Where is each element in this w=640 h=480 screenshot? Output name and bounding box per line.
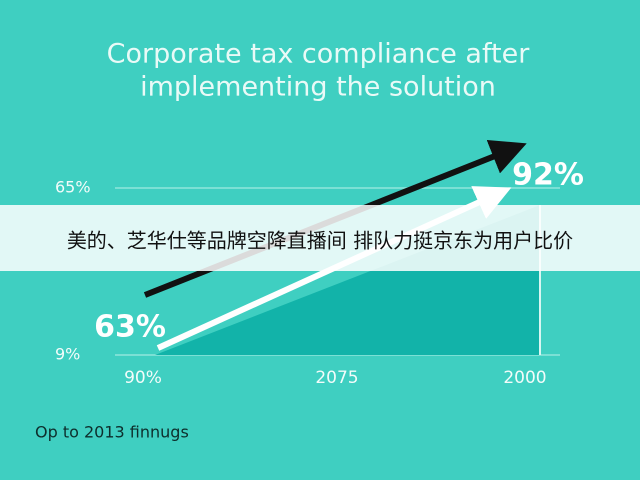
banner-text: 美的、芝华仕等品牌空降直播间 排队力挺京东为用户比价 <box>67 229 573 253</box>
start-label: 63% <box>94 310 166 345</box>
title-line1: Corporate tax compliance after <box>107 39 531 70</box>
x-label: 90% <box>124 368 162 388</box>
y-label: 65% <box>55 178 91 197</box>
banner-bg <box>0 205 640 271</box>
end-label: 92% <box>512 158 584 193</box>
title-line2: implementing the solution <box>140 72 496 103</box>
x-label: 2075 <box>315 368 358 388</box>
y-label: 9% <box>55 345 80 364</box>
x-label: 2000 <box>503 368 546 388</box>
footnote: Op to 2013 finnugs <box>35 423 189 442</box>
